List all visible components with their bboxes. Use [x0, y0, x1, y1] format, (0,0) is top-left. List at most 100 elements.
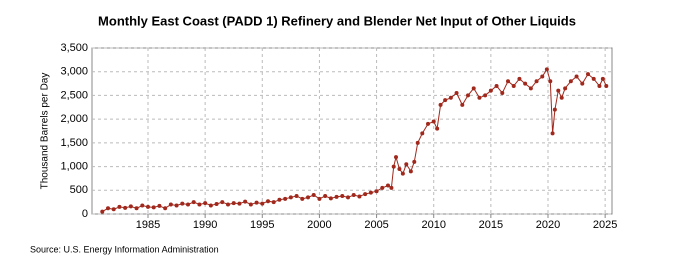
data-point	[574, 74, 579, 79]
data-point	[248, 202, 253, 207]
data-point	[559, 95, 564, 100]
data-point	[544, 67, 549, 72]
x-tick-label: 2010	[421, 219, 445, 231]
data-point	[311, 193, 316, 198]
y-tick-label: 3,500	[60, 42, 88, 54]
data-point	[394, 155, 398, 160]
data-point	[374, 189, 379, 194]
data-point	[306, 195, 310, 200]
data-point	[426, 121, 430, 126]
data-point	[604, 83, 609, 88]
x-tick-label: 2005	[364, 219, 388, 231]
data-point	[380, 185, 385, 190]
data-point	[186, 202, 190, 207]
data-point	[363, 192, 368, 197]
x-tick-label: 1985	[136, 219, 160, 231]
data-point	[266, 199, 270, 204]
x-tick-label: 1990	[193, 219, 217, 231]
x-tick-label: 2025	[593, 219, 617, 231]
data-point	[443, 98, 448, 103]
x-tick-label: 1995	[250, 219, 274, 231]
data-point	[448, 95, 453, 100]
x-tick-label: 2015	[479, 219, 503, 231]
data-point	[117, 204, 122, 209]
data-point	[271, 200, 276, 205]
data-point	[203, 201, 208, 206]
data-point	[580, 81, 585, 86]
data-point	[323, 193, 328, 198]
data-point	[435, 126, 440, 131]
data-point	[208, 203, 213, 208]
y-tick-label: 3,000	[60, 66, 88, 78]
data-point	[404, 162, 409, 167]
data-point	[243, 199, 248, 204]
data-point	[340, 193, 345, 198]
source-note: Source: U.S. Energy Information Administ…	[30, 244, 219, 254]
y-tick-label: 1,000	[60, 160, 88, 172]
data-point	[197, 202, 202, 207]
data-point	[220, 200, 225, 205]
data-point	[517, 76, 522, 81]
data-point	[351, 193, 356, 198]
data-point	[391, 164, 396, 169]
data-point	[563, 86, 568, 91]
y-tick-label: 1,500	[60, 137, 88, 149]
data-point	[111, 207, 116, 212]
data-point	[123, 205, 128, 210]
data-point	[214, 202, 219, 207]
data-point	[106, 206, 110, 211]
data-point	[528, 86, 533, 91]
data-point	[550, 131, 555, 136]
data-point	[237, 201, 242, 206]
data-point	[300, 196, 305, 201]
data-point	[254, 200, 259, 205]
data-point	[317, 196, 322, 201]
data-point	[415, 140, 420, 145]
data-point	[400, 171, 405, 176]
data-point	[494, 83, 499, 88]
data-point	[586, 72, 590, 77]
data-point	[140, 203, 145, 208]
data-point	[357, 194, 362, 199]
data-point	[597, 83, 602, 88]
data-point	[500, 91, 505, 96]
data-point	[523, 81, 528, 86]
data-point	[168, 202, 173, 207]
x-tick-label: 2000	[307, 219, 331, 231]
data-point	[483, 93, 488, 98]
data-point	[151, 205, 156, 210]
data-point	[180, 201, 185, 206]
data-point	[466, 93, 470, 98]
data-point	[600, 76, 605, 81]
data-point	[534, 79, 539, 84]
y-tick-label: 2,500	[60, 89, 88, 101]
data-point	[568, 79, 573, 84]
data-point	[134, 206, 139, 211]
data-point	[389, 185, 394, 190]
data-point	[506, 79, 510, 84]
data-point	[454, 91, 459, 96]
data-point	[408, 169, 413, 174]
data-point	[431, 119, 436, 124]
data-point	[556, 88, 561, 93]
plot-frame	[91, 47, 613, 215]
data-point	[552, 107, 557, 112]
data-point	[283, 196, 288, 201]
data-point	[540, 74, 545, 79]
data-point	[294, 193, 299, 198]
y-tick-label: 0	[82, 208, 88, 220]
y-axis-label: Thousand Barrels per Day	[40, 73, 51, 190]
y-tick-label: 500	[70, 184, 88, 196]
data-point	[591, 76, 596, 81]
data-point	[128, 204, 133, 209]
y-tick-label: 2,000	[60, 113, 88, 125]
data-point	[346, 195, 350, 200]
x-tick-label: 2020	[536, 219, 560, 231]
data-point	[397, 166, 402, 171]
data-point	[288, 195, 293, 200]
data-point	[100, 209, 105, 214]
data-point	[277, 197, 282, 202]
data-point	[174, 203, 179, 208]
data-point	[488, 88, 493, 93]
